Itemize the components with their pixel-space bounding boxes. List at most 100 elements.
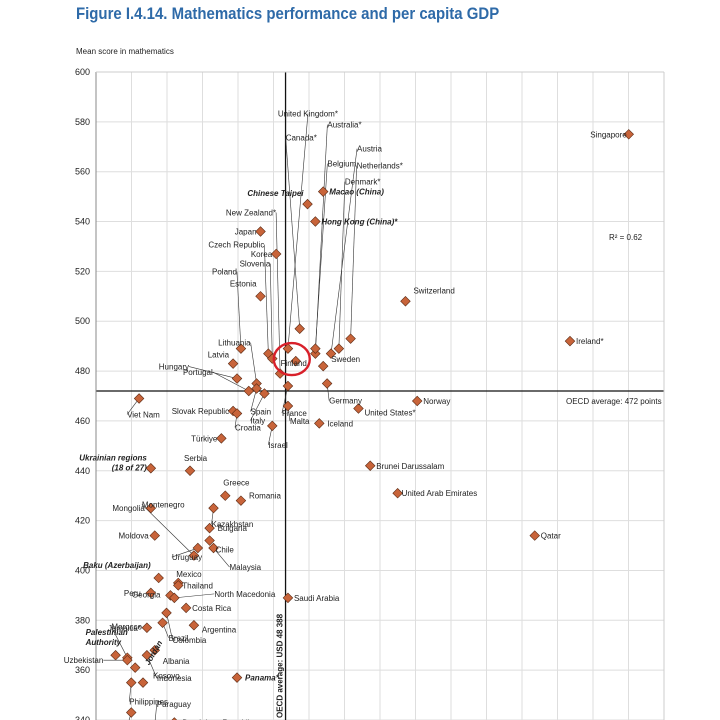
label-morocco: Morocco: [111, 623, 142, 632]
y-tick-label: 420: [75, 516, 90, 526]
label-chile: Chile: [216, 546, 235, 555]
point-brazil: [157, 617, 168, 629]
label-hong-kong-china: Hong Kong (China)*: [321, 218, 398, 227]
label-singapore: Singapore: [590, 130, 627, 139]
point-jamaica: [141, 622, 153, 634]
point-belgium: [310, 343, 321, 354]
point-baku-azerbaijan: [153, 572, 164, 584]
label-slovak-republic: Slovak Republic: [172, 407, 229, 416]
label-serbia: Serbia: [184, 454, 208, 463]
label-t-rkiye: Türkiye: [191, 434, 218, 443]
annotations: OECD average: 472 points OECD average: US…: [272, 233, 662, 718]
point-new-zealand: [274, 368, 286, 379]
leader-north-macedonia: [174, 593, 215, 599]
label-france: France: [282, 409, 307, 418]
data-points: [110, 129, 634, 720]
point-brunei-darussalam: [364, 460, 376, 472]
label-moldova: Moldova: [119, 532, 150, 541]
point-italy: [259, 388, 270, 399]
leader-malaysia: [213, 547, 230, 568]
y-tick-label: 480: [75, 366, 90, 376]
label-united-arab-emirates: United Arab Emirates: [402, 489, 478, 498]
leader-united-kingdom: [287, 113, 309, 349]
label-denmark: Denmark*: [345, 178, 381, 187]
label-spain: Spain: [251, 408, 271, 417]
leader-hungary: [188, 366, 238, 379]
label-kazakhstan: Kazakhstan: [212, 520, 254, 529]
label-colombia: Colombia: [173, 636, 207, 645]
point-argentina: [188, 620, 200, 631]
point-malta: [282, 400, 294, 412]
label-canada: Canada*: [286, 134, 317, 143]
point-estonia: [255, 291, 266, 302]
y-tick-label: 400: [75, 565, 90, 575]
point-panama: [231, 672, 243, 683]
label-switzerland: Switzerland: [413, 286, 454, 295]
point-denmark: [333, 343, 345, 354]
point-el-salvador: [126, 707, 137, 718]
label-israel: Israel: [268, 441, 288, 450]
leader-slovenia: [269, 263, 273, 359]
point-finland: [290, 355, 302, 367]
point-north-macedonia: [169, 592, 180, 604]
label-portugal: Portugal: [183, 368, 213, 377]
label-qatar: Qatar: [541, 532, 561, 541]
label-palestinian-authority: Palestinian Authority: [85, 628, 128, 647]
y-tick-label: 380: [75, 615, 90, 625]
leader-austria: [330, 148, 358, 354]
point-ireland: [564, 335, 576, 347]
point-portugal: [243, 385, 255, 397]
point-romania: [235, 495, 247, 506]
point-latvia: [227, 358, 239, 369]
highlight-circle: [272, 341, 311, 377]
label-north-macedonia: North Macedonia: [214, 590, 275, 599]
label-iceland: Iceland: [327, 419, 353, 428]
point-iceland: [314, 418, 325, 429]
label-malta: Malta: [290, 417, 310, 426]
label-hungary: Hungary: [159, 363, 189, 372]
point-costa-rica: [180, 602, 192, 614]
label-brazil: Brazil: [169, 634, 189, 643]
oecd-average-gdp-label: OECD average: USD 48 388: [276, 613, 285, 718]
label-latvia: Latvia: [208, 351, 230, 360]
label-chinese-taipei: Chinese Taipei: [247, 189, 304, 198]
label-ireland: Ireland*: [576, 337, 604, 346]
label-costa-rica: Costa Rica: [192, 604, 232, 613]
point-united-states: [353, 403, 364, 414]
y-tick-label: 540: [75, 217, 90, 227]
point-greece: [220, 490, 231, 501]
point-indonesia: [141, 649, 153, 661]
label-georgia: Georgia: [132, 590, 161, 599]
label-belgium: Belgium: [327, 160, 356, 169]
point-ukrainian-regions-18-of-27: [145, 463, 157, 474]
point-united-arab-emirates: [392, 487, 403, 499]
leader-portugal: [212, 371, 249, 392]
point-norway: [411, 395, 423, 407]
label-macao-china: Macao (China): [329, 188, 384, 197]
point-kosovo: [137, 677, 149, 688]
point-poland: [235, 343, 247, 354]
point-japan: [255, 226, 266, 237]
y-tick-label: 440: [75, 466, 90, 476]
label-greece: Greece: [223, 479, 250, 488]
label-baku-azerbaijan: Baku (Azerbaijan): [83, 561, 151, 570]
leader-italy: [250, 393, 265, 421]
label-montenegro: Montenegro: [142, 501, 185, 510]
point-switzerland: [400, 296, 411, 307]
leader-lines: [103, 113, 358, 720]
label-thailand: Thailand: [182, 581, 213, 590]
point-germany: [321, 378, 333, 389]
point-saudi-arabia: [282, 592, 294, 604]
y-tick-label: 360: [75, 665, 90, 675]
label-indonesia: Indonesia: [157, 674, 192, 683]
leader-morocco: [111, 626, 128, 658]
point-hungary: [231, 373, 243, 384]
point-t-rkiye: [216, 433, 227, 444]
point-singapore: [623, 129, 634, 140]
y-tick-label: 500: [75, 316, 90, 326]
label-albania: Albania: [163, 657, 190, 666]
point-croatia: [231, 408, 243, 419]
label-korea: Korea: [251, 250, 273, 259]
label-australia: Australia*: [327, 121, 361, 130]
label-lithuania: Lithuania: [218, 339, 251, 348]
